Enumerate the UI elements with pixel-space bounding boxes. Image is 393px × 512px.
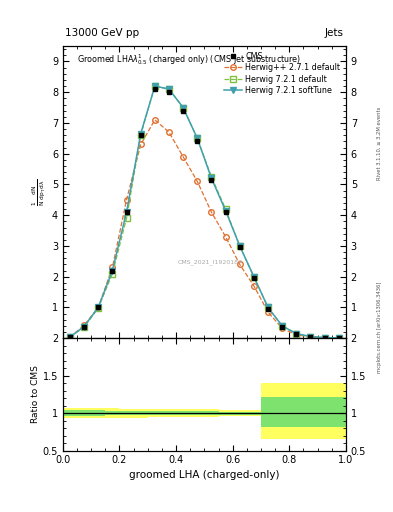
CMS — [167, 89, 171, 95]
CMS — [195, 138, 200, 144]
CMS — [308, 334, 313, 340]
Herwig 7.2.1 default — [167, 86, 171, 92]
Herwig 7.2.1 softTune — [68, 334, 72, 340]
Legend: CMS, Herwig++ 2.7.1 default, Herwig 7.2.1 default, Herwig 7.2.1 softTune: CMS, Herwig++ 2.7.1 default, Herwig 7.2.… — [221, 49, 343, 98]
Herwig++ 2.7.1 default — [152, 117, 157, 123]
Herwig 7.2.1 softTune — [294, 331, 299, 337]
CMS — [110, 267, 115, 273]
Herwig++ 2.7.1 default — [181, 154, 185, 160]
Herwig 7.2.1 default — [223, 206, 228, 212]
Herwig++ 2.7.1 default — [209, 209, 214, 215]
Text: mcplots.cern.ch [arXiv:1306.3436]: mcplots.cern.ch [arXiv:1306.3436] — [377, 282, 382, 373]
CMS — [68, 334, 72, 340]
Herwig 7.2.1 softTune — [223, 207, 228, 214]
Text: CMS_2021_I1920187: CMS_2021_I1920187 — [178, 260, 242, 265]
Herwig 7.2.1 softTune — [209, 175, 214, 181]
Herwig 7.2.1 default — [195, 135, 200, 141]
Herwig 7.2.1 default — [322, 334, 327, 340]
Herwig 7.2.1 default — [237, 243, 242, 249]
Herwig 7.2.1 softTune — [167, 86, 171, 92]
Herwig 7.2.1 softTune — [252, 273, 256, 280]
Y-axis label: $\mathsf{\frac{1}{N}\,\frac{dN}{dp_{T}\,d\lambda}}$: $\mathsf{\frac{1}{N}\,\frac{dN}{dp_{T}\,… — [31, 179, 48, 206]
Herwig 7.2.1 softTune — [322, 334, 327, 340]
Herwig 7.2.1 softTune — [138, 131, 143, 137]
Herwig++ 2.7.1 default — [124, 197, 129, 203]
Herwig 7.2.1 default — [294, 331, 299, 337]
Herwig++ 2.7.1 default — [308, 334, 313, 340]
Herwig 7.2.1 default — [68, 334, 72, 340]
Herwig 7.2.1 default — [181, 104, 185, 111]
Herwig 7.2.1 softTune — [124, 209, 129, 215]
Herwig 7.2.1 softTune — [110, 267, 115, 273]
X-axis label: groomed LHA (charged-only): groomed LHA (charged-only) — [129, 470, 279, 480]
Herwig 7.2.1 softTune — [336, 335, 341, 341]
Herwig 7.2.1 softTune — [96, 304, 101, 310]
Y-axis label: Ratio to CMS: Ratio to CMS — [31, 366, 40, 423]
Herwig 7.2.1 softTune — [266, 304, 270, 310]
CMS — [223, 209, 228, 215]
Herwig 7.2.1 default — [138, 132, 143, 138]
Text: Groomed LHA$\lambda^{1}_{0.5}$ (charged only) (CMS jet substructure): Groomed LHA$\lambda^{1}_{0.5}$ (charged … — [77, 52, 301, 67]
Herwig 7.2.1 default — [308, 333, 313, 339]
Herwig++ 2.7.1 default — [294, 332, 299, 338]
Herwig++ 2.7.1 default — [68, 334, 72, 340]
Herwig++ 2.7.1 default — [322, 335, 327, 341]
CMS — [322, 334, 327, 340]
Herwig 7.2.1 softTune — [152, 83, 157, 89]
Herwig 7.2.1 default — [280, 323, 285, 329]
CMS — [237, 244, 242, 250]
Herwig 7.2.1 softTune — [195, 135, 200, 141]
CMS — [209, 177, 214, 183]
Line: Herwig++ 2.7.1 default: Herwig++ 2.7.1 default — [67, 117, 342, 341]
CMS — [138, 132, 143, 138]
Line: Herwig 7.2.1 default: Herwig 7.2.1 default — [67, 83, 342, 340]
CMS — [152, 86, 157, 92]
Herwig++ 2.7.1 default — [110, 264, 115, 270]
Herwig 7.2.1 default — [124, 215, 129, 221]
Herwig++ 2.7.1 default — [195, 178, 200, 184]
CMS — [266, 306, 270, 312]
Herwig++ 2.7.1 default — [167, 129, 171, 135]
Herwig++ 2.7.1 default — [223, 233, 228, 240]
Herwig 7.2.1 default — [110, 270, 115, 276]
Herwig 7.2.1 default — [336, 335, 341, 341]
Herwig 7.2.1 softTune — [308, 333, 313, 339]
CMS — [336, 335, 341, 341]
Herwig 7.2.1 default — [252, 273, 256, 280]
Text: Rivet 3.1.10, ≥ 3.2M events: Rivet 3.1.10, ≥ 3.2M events — [377, 106, 382, 180]
Line: Herwig 7.2.1 softTune: Herwig 7.2.1 softTune — [67, 83, 342, 340]
Text: Jets: Jets — [325, 28, 344, 38]
CMS — [124, 209, 129, 215]
Text: 13000 GeV pp: 13000 GeV pp — [65, 28, 139, 38]
Herwig 7.2.1 softTune — [181, 104, 185, 111]
Herwig++ 2.7.1 default — [96, 304, 101, 310]
Herwig 7.2.1 default — [266, 304, 270, 310]
Herwig 7.2.1 default — [82, 324, 86, 330]
CMS — [252, 275, 256, 281]
Herwig++ 2.7.1 default — [252, 283, 256, 289]
Herwig++ 2.7.1 default — [280, 325, 285, 331]
CMS — [294, 331, 299, 337]
Herwig++ 2.7.1 default — [266, 309, 270, 315]
Herwig 7.2.1 softTune — [280, 323, 285, 329]
Line: CMS: CMS — [68, 87, 341, 340]
Herwig++ 2.7.1 default — [336, 335, 341, 341]
Herwig 7.2.1 default — [209, 174, 214, 180]
Herwig++ 2.7.1 default — [237, 261, 242, 267]
CMS — [181, 108, 185, 114]
Herwig++ 2.7.1 default — [82, 322, 86, 328]
Herwig 7.2.1 softTune — [82, 324, 86, 330]
Herwig 7.2.1 default — [152, 83, 157, 89]
CMS — [82, 324, 86, 330]
Herwig++ 2.7.1 default — [138, 141, 143, 147]
Herwig 7.2.1 default — [96, 305, 101, 311]
CMS — [96, 304, 101, 310]
Herwig 7.2.1 softTune — [237, 243, 242, 249]
CMS — [280, 324, 285, 330]
